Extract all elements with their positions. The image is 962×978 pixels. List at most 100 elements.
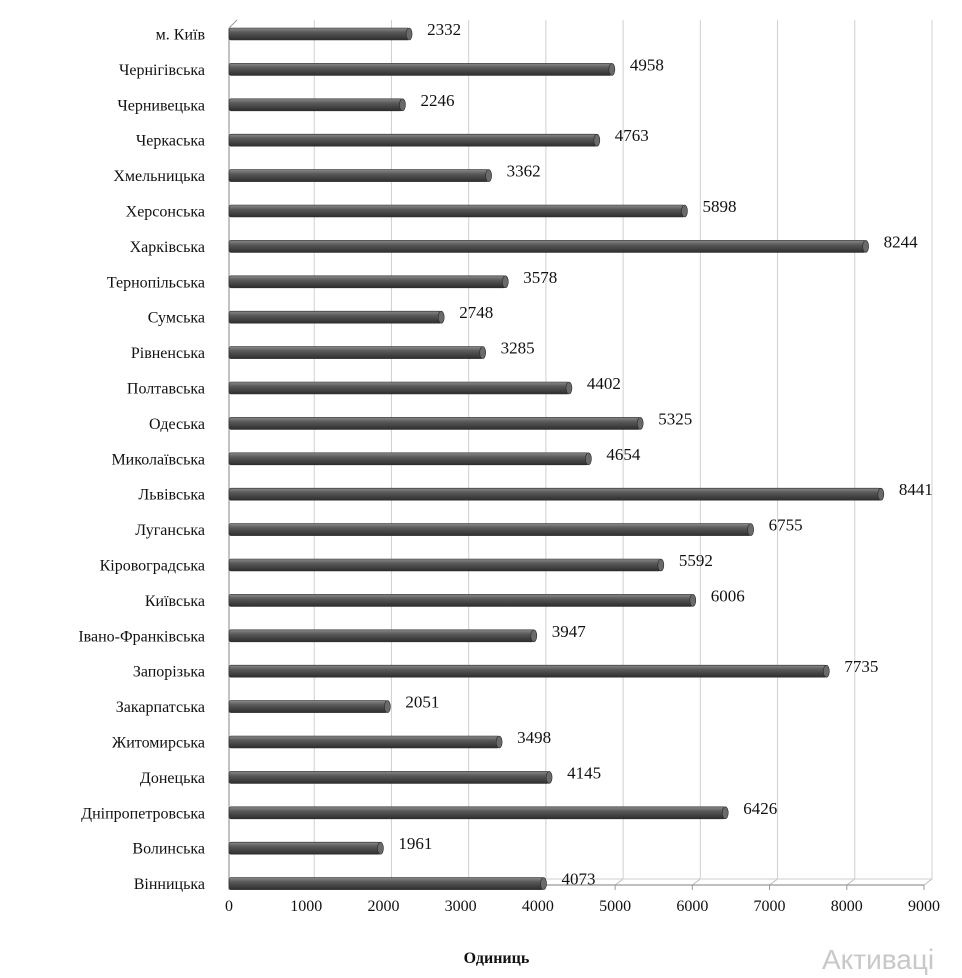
value-label: 6006 [711,586,745,605]
bar [228,452,589,466]
category-label: Вінницька [134,876,205,893]
value-label: 5898 [702,197,736,216]
bar [228,310,442,324]
value-label: 4763 [615,126,649,145]
bar [228,629,535,643]
bar-cap [437,310,445,324]
value-label: 6755 [769,516,803,535]
bar [228,346,483,359]
bar [228,417,641,430]
category-label: Тернопільська [107,274,205,291]
value-label: 4958 [630,55,664,74]
watermark-text: Активаці [822,944,935,975]
bar-cap [877,487,885,501]
gridline-foot [923,878,933,886]
value-label: 3498 [517,728,551,747]
value-label: 4402 [587,374,621,393]
category-label: Івано-Франківська [78,628,205,645]
x-tick-label: 3000 [445,898,477,915]
category-label: Донецька [140,770,205,787]
bar-cap [502,275,509,289]
y-axis-depth [228,19,238,29]
gridline-foot [692,878,701,886]
bar-cap [485,169,492,182]
bar-cap [377,841,384,855]
gridline-foot [769,878,778,886]
bar-cap [530,629,538,643]
value-label: 4073 [562,870,596,889]
x-tick-label: 2000 [367,898,399,915]
bar [228,204,685,218]
x-tick-label: 7000 [754,898,786,915]
bar [228,133,598,147]
bar-cap [721,806,729,820]
category-label: Київська [145,593,205,610]
x-tick-label: 1000 [290,898,322,915]
bar-cap [747,523,754,536]
value-label: 2748 [459,303,493,322]
category-label: Запорізька [133,664,205,681]
category-label: Дніпропетровська [81,805,205,822]
bars [228,27,885,890]
category-label: Черкаська [136,133,205,150]
bar-cap [657,558,665,572]
x-tick-label: 9000 [908,898,940,915]
bar [228,487,882,501]
value-label: 5325 [658,409,692,428]
x-tick-label: 8000 [831,898,863,915]
bar [228,771,550,784]
bar-cap [565,381,573,395]
bar [228,275,506,289]
category-labels: м. Київ Чернігівська Чернивецька Черкаська Х… [78,27,205,894]
bar-cap [495,735,503,749]
value-label: 7735 [844,657,878,676]
bar [228,664,827,678]
bar-cap [540,877,547,890]
bar [228,735,500,749]
category-label: Полтавська [127,381,205,398]
value-label: 8244 [884,232,919,251]
bar [228,841,381,855]
category-label: Рівненська [131,345,205,362]
value-label: 4654 [606,445,641,464]
category-label: Харківська [130,239,205,256]
bar-cap [862,240,869,253]
bar-cap [399,98,406,112]
x-tick-labels: 0 1000 2000 3000 4000 5000 6000 7000 8000 9000 [225,898,940,915]
bar-cap [479,346,486,359]
bar [228,63,613,76]
x-tick-label: 4000 [522,898,554,915]
bar [228,381,570,395]
x-tick-label: 0 [225,898,233,915]
bar-cap [545,771,553,784]
bar [228,98,403,112]
bar [228,558,662,572]
category-label: Сумська [148,310,205,327]
bar [228,700,388,713]
bar-cap [384,700,391,713]
x-tick-label: 6000 [676,898,708,915]
value-label: 3362 [507,162,541,181]
value-label: 4145 [567,763,601,782]
gridlines [228,20,933,886]
category-label: Одеська [149,416,205,433]
bar [228,806,726,820]
value-label: 3947 [552,622,587,641]
gridline-foot [614,878,624,886]
category-label: Львівська [138,487,205,504]
bar-cap [689,594,697,607]
value-label: 3285 [501,339,535,358]
category-label: м. Київ [156,27,206,44]
category-label: Кіровоградська [100,558,205,575]
bar-cap [608,63,616,76]
bar-cap [405,27,413,41]
bar [228,240,866,253]
category-label: Закарпатська [116,699,205,716]
bar [228,523,751,536]
value-label: 2332 [427,20,461,39]
value-label: 2051 [405,693,439,712]
category-label: Житомирська [112,735,205,752]
value-label: 2246 [420,91,454,110]
x-tick-label: 5000 [599,898,631,915]
bar [228,27,410,41]
